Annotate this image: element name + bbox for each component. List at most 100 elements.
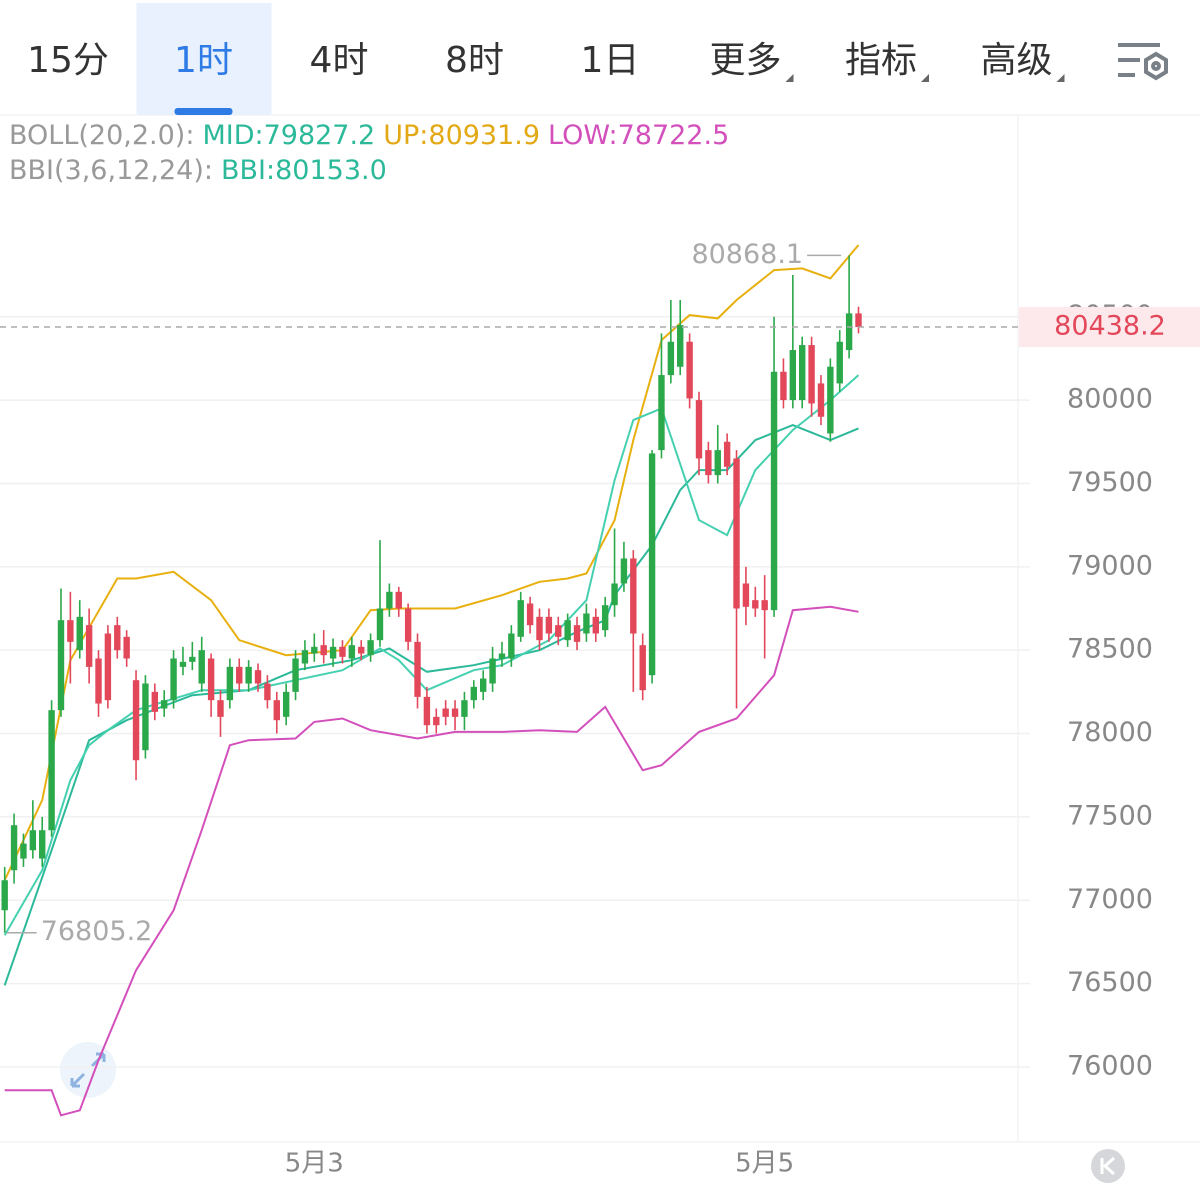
tab-label: 8时 [445,40,504,81]
candle-body [67,620,74,642]
candle-body [752,600,759,609]
candle-body [39,830,46,859]
candle-body [517,600,524,637]
candle-body [254,670,262,684]
candle-body [845,313,853,351]
tab[interactable]: 8时 [445,40,504,81]
candle-body [583,613,590,634]
candle-body [217,700,224,717]
candle-body [179,661,187,667]
candle-body [151,691,159,712]
candle-body [498,653,506,659]
candle-body [170,658,177,701]
indicator-line [3,374,860,936]
candle-body [85,625,93,667]
candle-body [123,636,130,659]
tab[interactable]: 1日 [581,40,640,81]
candle-body [142,683,149,751]
y-tick-label: 77500 [1067,800,1153,831]
candle-body [545,616,553,634]
candle-body [160,700,168,709]
candle-body [564,620,571,641]
candle-body [433,716,440,726]
tab[interactable]: 指标 [845,40,929,82]
candle-body [827,366,834,434]
candle-body [386,591,393,609]
candle-body [770,371,778,611]
candle-body [780,371,787,401]
candle-body [348,645,356,659]
candle-body [639,645,646,691]
tab-underline [174,108,233,115]
tab[interactable]: 更多 [709,40,794,82]
candle-body [630,558,637,634]
candle-body [95,658,102,704]
indicator-text: BBI(3,6,12,24): [9,155,213,186]
y-tick-label: 79000 [1067,550,1153,581]
tab-menu-arrow [1056,74,1065,82]
y-tick-label: 79500 [1067,467,1153,498]
candle-body [292,658,299,692]
candle-body [423,696,431,726]
candle-body [114,625,121,651]
candle-body [48,710,55,831]
indicator-row: BBI(3,6,12,24): BBI:80153.0 [9,153,737,188]
candle-body [10,825,18,871]
y-tick-label: 76500 [1067,967,1153,998]
candle-body [705,450,712,476]
candle-body [677,325,684,367]
candle-body [489,658,496,684]
candle-body [76,616,83,651]
tab-label: 15分 [27,40,109,81]
candle-body [20,843,27,859]
indicator-text: BOLL(20,2.0): [9,120,195,151]
candle-body [320,645,327,656]
tab[interactable]: 高级 [980,40,1065,82]
tab[interactable]: 1时 [136,3,272,115]
tab[interactable]: 4时 [310,40,369,81]
x-tick-label: 5月3 [285,1149,344,1179]
annotation-label: 80868.1 [691,239,803,270]
last-price-label: 80438.2 [1054,311,1166,342]
tab[interactable]: 15分 [27,40,109,81]
candle-body [470,686,478,701]
indicator-line [4,605,859,1117]
candle-body [264,683,271,701]
candle-body [508,633,515,659]
y-tick-label: 80000 [1067,384,1153,415]
candle-body [189,656,196,662]
candle-body [611,583,618,606]
candle-body [667,341,675,376]
candle-body [1,880,8,911]
candle-body [799,345,806,401]
settings-icon[interactable] [1118,43,1168,81]
tab-label: 1日 [581,40,640,81]
scroll-to-latest-button[interactable] [1091,1149,1125,1183]
indicator-text: MID:79827.2 [202,120,376,151]
candle-body [686,341,693,399]
candle-body [733,458,740,609]
candle-body [695,400,703,459]
indicator-row: BOLL(20,2.0): MID:79827.2 UP:80931.9 LOW:78… [9,118,737,153]
candle-body [723,441,731,467]
candle-body [311,646,318,654]
candle-body [648,453,656,676]
tab-label: 指标 [845,40,917,81]
y-tick-label: 78500 [1067,634,1153,665]
indicator-legend: BOLL(20,2.0): MID:79827.2 UP:80931.9 LOW:78… [9,118,737,188]
indicator-line [3,424,859,986]
candle-body [339,646,346,657]
candle-body [245,666,252,684]
candle-body [395,591,402,609]
candle-body [273,700,280,721]
candle-body [761,600,768,611]
tab-menu-arrow [921,74,929,82]
candle-body [714,450,721,476]
candle-body [658,375,665,451]
candle-body [808,345,815,404]
candle-body [301,650,309,664]
tab-label: 更多 [709,40,781,81]
candle-body [329,646,337,659]
indicator-line [3,244,860,881]
annotation-label: 76805.2 [41,916,153,947]
